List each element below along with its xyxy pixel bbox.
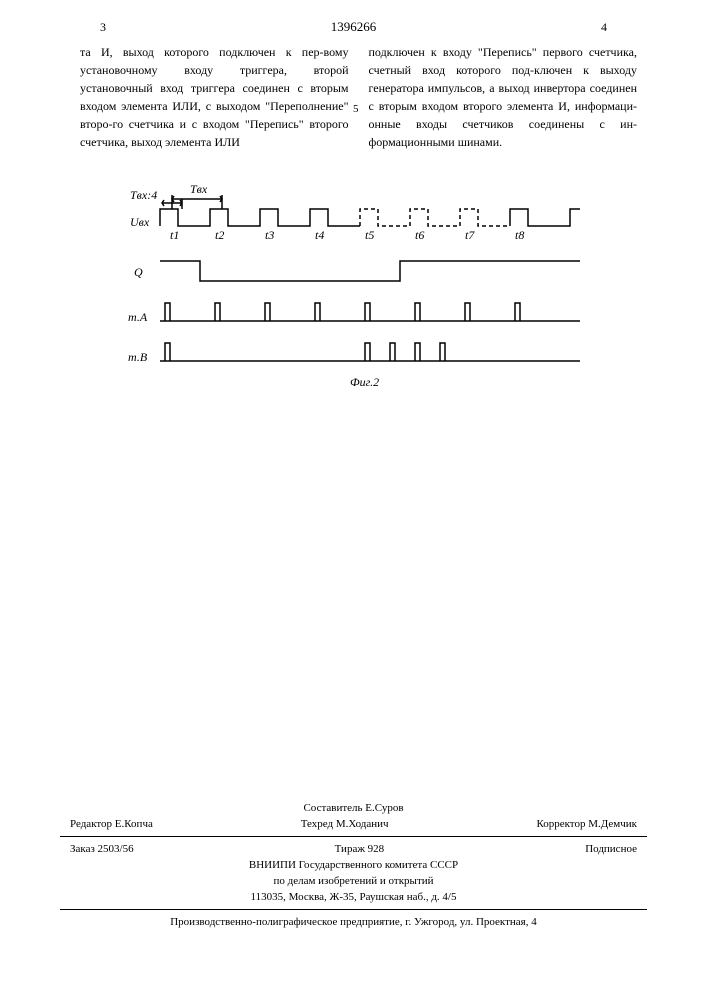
page-left: 3: [100, 20, 106, 35]
footer-printer: Производственно-полиграфическое предприя…: [60, 914, 647, 930]
label-t7: t7: [465, 228, 475, 242]
footer-techred: Техред М.Ходанич: [301, 818, 389, 830]
footer-order: Заказ 2503/56: [70, 843, 134, 855]
footer-tirazh: Тираж 928: [335, 843, 385, 855]
footer-corrector: Корректор М.Демчик: [536, 818, 637, 830]
footer-order-row: Заказ 2503/56 Тираж 928 Подписное: [60, 841, 647, 857]
text-columns: та И, выход которого подключен к пер-вом…: [0, 35, 707, 151]
footer-podpis: Подписное: [585, 843, 637, 855]
figure-caption: Фиг.2: [350, 375, 379, 389]
label-ta: т.А: [128, 310, 148, 324]
timing-diagram: Tвх:4 Tвх Uвх t1 t2 t3 t4 t5 t6 t7 t8 Q …: [110, 181, 637, 406]
left-column-text: та И, выход которого подключен к пер-вом…: [80, 45, 349, 149]
label-t8: t8: [515, 228, 524, 242]
label-tb: т.В: [128, 350, 148, 364]
ta-pulses: [165, 303, 520, 321]
label-t2: t2: [215, 228, 224, 242]
label-t3: t3: [265, 228, 274, 242]
label-t4: t4: [315, 228, 324, 242]
label-t5: t5: [365, 228, 374, 242]
line-marker-5: 5: [353, 101, 359, 118]
footer: Составитель Е.Суров Редактор Е.Копча Тех…: [60, 800, 647, 930]
page-right: 4: [601, 20, 607, 35]
footer-editor: Редактор Е.Копча: [70, 818, 153, 830]
footer-compiler: Составитель Е.Суров: [60, 800, 647, 816]
footer-org2: по делам изобретений и открытий: [60, 873, 647, 889]
left-column: та И, выход которого подключен к пер-вом…: [80, 43, 349, 151]
label-q: Q: [134, 265, 143, 279]
footer-staff-row: Редактор Е.Копча Техред М.Ходанич Коррек…: [60, 816, 647, 832]
timing-svg: Tвх:4 Tвх Uвх t1 t2 t3 t4 t5 t6 t7 t8 Q …: [110, 181, 610, 401]
label-uvx: Uвх: [130, 215, 150, 229]
tb-pulses: [165, 343, 445, 361]
label-t1: t1: [170, 228, 179, 242]
label-tvx: Tвх: [190, 182, 208, 196]
right-column: подключен к входу "Перепись" первого сче…: [369, 43, 638, 151]
footer-org1: ВНИИПИ Государственного комитета СССР: [60, 857, 647, 873]
label-tvx4: Tвх:4: [130, 188, 157, 202]
footer-addr: 113035, Москва, Ж-35, Раушская наб., д. …: [60, 889, 647, 905]
label-t6: t6: [415, 228, 424, 242]
